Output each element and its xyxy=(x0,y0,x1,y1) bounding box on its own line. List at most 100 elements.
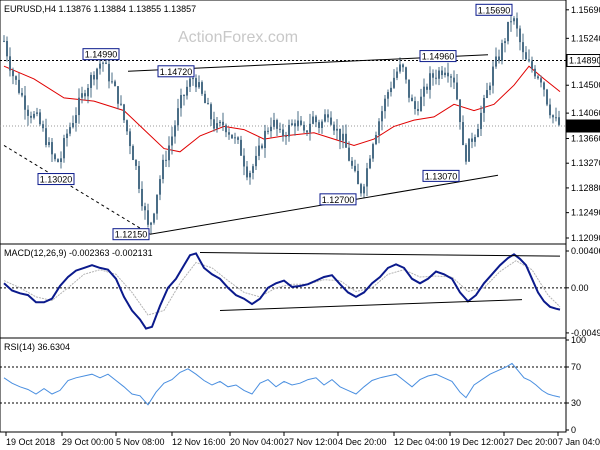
candle-body xyxy=(507,21,509,42)
candle-body xyxy=(372,144,374,159)
candle-body xyxy=(87,87,89,97)
candle-body xyxy=(522,42,524,53)
candle-body xyxy=(156,194,158,214)
candle-body xyxy=(549,104,551,116)
candle-body xyxy=(147,210,149,225)
candle-body xyxy=(183,95,185,97)
macd-trendlines-group xyxy=(199,252,561,311)
candle-body xyxy=(477,128,479,138)
price-label-text: 1.13020 xyxy=(40,175,73,185)
candle-body xyxy=(72,122,74,128)
candle-body xyxy=(516,18,518,29)
rsi-panel: RSI(14) 36.6304 100 70 30 0 xyxy=(0,335,586,435)
price-label-box xyxy=(157,65,195,78)
price-label-box xyxy=(475,3,513,16)
rsi-tick-label: 100 xyxy=(571,335,586,345)
candle-body xyxy=(210,104,212,120)
candle-body xyxy=(321,121,323,128)
macd-tick-label: 0.00 xyxy=(571,283,589,293)
candle-body xyxy=(312,116,314,124)
candle-body xyxy=(405,67,407,80)
candle-body xyxy=(396,71,398,78)
candle-body xyxy=(282,129,284,136)
price-label-text: 1.15690 xyxy=(478,5,511,15)
candle-body xyxy=(345,133,347,148)
candle-body xyxy=(180,95,182,109)
symbol-header: EURUSD,H4 1.13876 1.13884 1.13855 1.1385… xyxy=(4,4,196,14)
watermark-text: ActionForex.com xyxy=(178,29,298,46)
current-price-label: 1.13857 xyxy=(569,121,600,131)
candle-body xyxy=(222,121,224,126)
price-tick-label: 1.12880 xyxy=(571,183,600,193)
candle-body xyxy=(48,142,50,145)
ma-group xyxy=(3,65,561,153)
candle-body xyxy=(153,213,155,223)
candle-body xyxy=(39,112,41,125)
candle-body xyxy=(273,120,275,127)
rsi-y-axis: 100 70 30 0 xyxy=(566,335,586,435)
candle-body xyxy=(513,18,515,22)
candle-body xyxy=(558,117,560,125)
candle-body xyxy=(483,97,485,113)
candle-body xyxy=(123,104,125,121)
price-label-text: 1.12150 xyxy=(115,230,148,240)
candle-body xyxy=(144,206,146,211)
candle-body xyxy=(252,166,254,173)
candle-body xyxy=(459,99,461,123)
candle-body xyxy=(465,145,467,162)
candle-body xyxy=(375,135,377,145)
candle-body xyxy=(120,103,122,105)
candle-body xyxy=(177,108,179,126)
candle-body xyxy=(528,59,530,62)
macd-y-axis: 0.004069 0.00 -0.004981 xyxy=(566,246,600,338)
trendline-macd-upper xyxy=(199,252,561,257)
candle-body xyxy=(498,56,500,61)
candle-body xyxy=(96,68,98,80)
price-label-box xyxy=(37,173,75,186)
price-tick-label: 1.15690 xyxy=(571,5,600,15)
candle-body xyxy=(456,82,458,100)
candle-body xyxy=(429,73,431,90)
x-tick-label: 27 Nov 12:00 xyxy=(284,437,338,447)
candle-body xyxy=(255,155,257,167)
x-tick-label: 29 Oct 00:00 xyxy=(62,437,114,447)
candle-body xyxy=(447,72,449,77)
candle-body xyxy=(60,158,62,162)
price-panel: EURUSD,H4 1.13876 1.13884 1.13855 1.1385… xyxy=(0,0,600,245)
x-axis: 19 Oct 2018 29 Oct 00:00 5 Nov 08:00 12 Nov… xyxy=(5,432,600,447)
candle-body xyxy=(132,146,134,161)
macd-tick-label: -0.004981 xyxy=(571,328,600,338)
candle-body xyxy=(135,160,137,166)
candle-body xyxy=(360,184,362,194)
candle-body xyxy=(3,40,5,42)
candle-body xyxy=(366,168,368,187)
candle-body xyxy=(105,62,107,64)
x-tick-label: 27 Dec 20:00 xyxy=(504,437,558,447)
candle-body xyxy=(525,52,527,60)
rsi-tick-label: 30 xyxy=(571,398,581,408)
price-tick-label: 1.14060 xyxy=(571,108,600,118)
candle-body xyxy=(468,138,470,162)
macd-title: MACD(12,26,9) -0.002363 -0.002131 xyxy=(4,248,153,258)
candle-body xyxy=(93,74,95,80)
price-label-text: 1.14990 xyxy=(85,50,118,60)
candle-body xyxy=(51,142,53,155)
candle-body xyxy=(441,70,443,76)
trendline-dotted-decline xyxy=(3,145,151,235)
resistance-price-box xyxy=(566,54,600,68)
candle-body xyxy=(138,165,140,189)
candle-body xyxy=(219,121,221,124)
candle-body xyxy=(378,121,380,136)
x-tick-label: 4 Dec 20:00 xyxy=(338,437,387,447)
candle-body xyxy=(423,86,425,97)
macd-line-group xyxy=(3,252,561,330)
ma-line xyxy=(3,65,561,153)
rsi-tick-label: 70 xyxy=(571,362,581,372)
candle-body xyxy=(546,89,548,105)
price-label-text: 1.14960 xyxy=(422,52,455,62)
candle-body xyxy=(486,90,488,98)
candle-body xyxy=(399,64,401,72)
candle-body xyxy=(462,122,464,146)
rsi-tick-label: 0 xyxy=(571,425,576,435)
candle-body xyxy=(438,70,440,79)
